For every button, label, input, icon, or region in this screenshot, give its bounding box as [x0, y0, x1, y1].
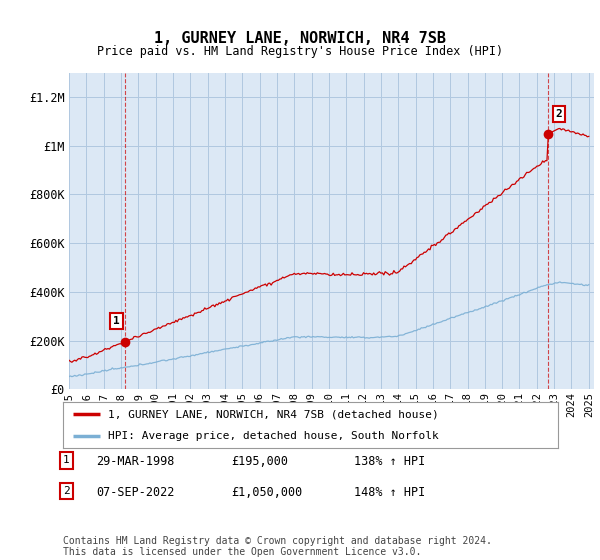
Text: HPI: Average price, detached house, South Norfolk: HPI: Average price, detached house, Sout… [107, 431, 438, 441]
Text: 2: 2 [556, 109, 562, 119]
Text: 1: 1 [63, 455, 70, 465]
Text: 1, GURNEY LANE, NORWICH, NR4 7SB (detached house): 1, GURNEY LANE, NORWICH, NR4 7SB (detach… [107, 409, 438, 419]
Text: 2: 2 [63, 486, 70, 496]
Text: Contains HM Land Registry data © Crown copyright and database right 2024.
This d: Contains HM Land Registry data © Crown c… [63, 535, 492, 557]
Text: 07-SEP-2022: 07-SEP-2022 [96, 486, 175, 499]
Text: 148% ↑ HPI: 148% ↑ HPI [354, 486, 425, 499]
Text: £195,000: £195,000 [231, 455, 288, 468]
Text: 138% ↑ HPI: 138% ↑ HPI [354, 455, 425, 468]
Text: £1,050,000: £1,050,000 [231, 486, 302, 499]
Text: 1: 1 [113, 316, 120, 326]
Text: Price paid vs. HM Land Registry's House Price Index (HPI): Price paid vs. HM Land Registry's House … [97, 45, 503, 58]
Text: 29-MAR-1998: 29-MAR-1998 [96, 455, 175, 468]
Text: 1, GURNEY LANE, NORWICH, NR4 7SB: 1, GURNEY LANE, NORWICH, NR4 7SB [154, 31, 446, 46]
